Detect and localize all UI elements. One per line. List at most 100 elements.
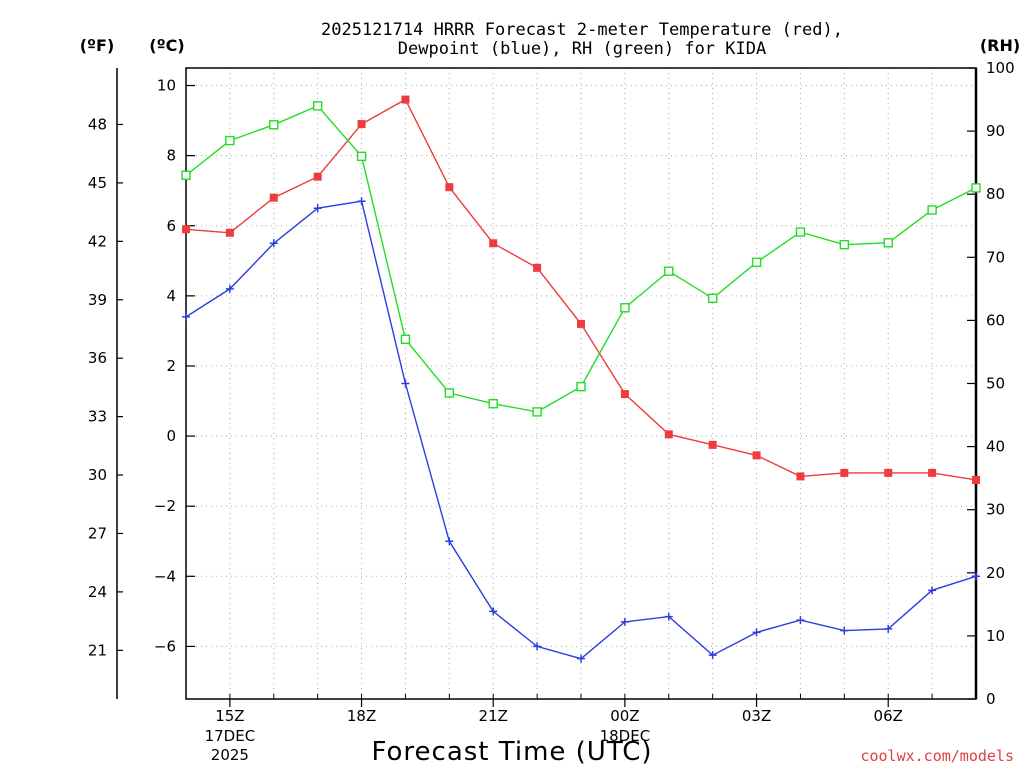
axes: 1086420−2−4−6484542393633302724211009080… (88, 59, 1015, 764)
rh-tick-label: 60 (986, 311, 1005, 329)
dewpoint-point (269, 239, 278, 248)
dewpoint-point (357, 197, 366, 206)
series-layer (181, 95, 981, 663)
dewpoint-point (796, 616, 805, 625)
x-tick-year-label: 2025 (211, 746, 249, 764)
celsius-tick-label: 2 (166, 357, 176, 375)
dewpoint-point (708, 651, 717, 660)
rh-point (839, 239, 850, 250)
dewpoint-point (401, 379, 410, 388)
grid-lines (185, 68, 977, 699)
dewpoint-point (533, 642, 542, 651)
dewpoint-point (445, 537, 454, 546)
credit-label: coolwx.com/models (860, 747, 1014, 765)
temperature-point (928, 468, 937, 477)
fahrenheit-tick-label: 42 (88, 232, 107, 250)
dewpoint-point (225, 284, 234, 293)
temperature-point (664, 430, 673, 439)
temperature-point (533, 263, 542, 272)
fahrenheit-tick-label: 21 (88, 641, 107, 659)
x-tick-label: 00Z (610, 707, 639, 725)
temperature-point (708, 440, 717, 449)
dewpoint-point (577, 654, 585, 663)
fahrenheit-tick-label: 27 (88, 524, 107, 542)
rh-tick-label: 20 (986, 564, 1005, 582)
fahrenheit-tick-label: 48 (88, 115, 107, 133)
rh-point (927, 205, 937, 215)
temperature-point (620, 390, 629, 399)
fahrenheit-unit-label: (ºF) (80, 36, 115, 55)
celsius-tick-label: 10 (157, 77, 176, 95)
rh-point (883, 238, 893, 248)
series-rh (181, 101, 981, 417)
rh-point (400, 334, 411, 345)
dewpoint-point (489, 607, 498, 616)
temperature-point (269, 193, 278, 202)
series-temperature (182, 95, 980, 484)
dewpoint-point (182, 312, 190, 321)
x-tick-label: 18Z (347, 707, 376, 725)
rh-point (269, 120, 279, 130)
rh-tick-label: 50 (986, 375, 1005, 393)
rh-point (356, 151, 367, 162)
temperature-point (752, 451, 761, 460)
temperature-point (884, 468, 893, 477)
dewpoint-point (884, 624, 893, 633)
x-tick-label: 21Z (479, 707, 508, 725)
rh-point (795, 227, 806, 237)
dewpoint-point (840, 626, 849, 635)
rh-point (664, 266, 674, 276)
temperature-point (225, 228, 234, 237)
rh-point (751, 257, 762, 268)
celsius-unit-label: (ºC) (149, 36, 184, 55)
rh-point (181, 170, 191, 180)
fahrenheit-tick-label: 45 (88, 174, 107, 192)
rh-tick-label: 70 (986, 248, 1005, 266)
series-line-dewpoint (185, 200, 977, 660)
chart-title-line-1: 2025121714 HRRR Forecast 2-meter Tempera… (321, 20, 843, 40)
rh-tick-label: 100 (986, 59, 1015, 77)
dewpoint-point (752, 628, 761, 637)
fahrenheit-tick-label: 24 (88, 583, 107, 601)
temperature-point (577, 319, 585, 328)
rh-point (225, 135, 235, 146)
rh-point (532, 407, 542, 417)
celsius-tick-label: −6 (154, 637, 176, 655)
fahrenheit-tick-label: 39 (88, 291, 107, 309)
celsius-tick-label: 6 (166, 217, 176, 235)
rh-point (971, 183, 981, 193)
x-tick-date-label: 18DEC (600, 727, 651, 745)
temperature-point (401, 95, 410, 104)
rh-point (576, 381, 586, 392)
x-tick-label: 03Z (742, 707, 771, 725)
temperature-point (313, 172, 322, 181)
x-tick-label: 15Z (215, 707, 244, 725)
celsius-tick-label: −2 (154, 497, 176, 515)
rh-tick-label: 90 (986, 122, 1005, 140)
temperature-point (489, 239, 498, 248)
x-axis-title: Forecast Time (UTC) (371, 737, 652, 767)
rh-point (444, 388, 455, 398)
rh-point (620, 303, 630, 313)
temperature-point (182, 225, 190, 234)
dewpoint-point (928, 586, 937, 595)
dewpoint-point (313, 204, 322, 213)
rh-point (312, 101, 323, 111)
temperature-point (445, 183, 454, 192)
x-tick-date-label: 17DEC (205, 727, 256, 745)
rh-tick-label: 0 (986, 690, 996, 708)
rh-tick-label: 30 (986, 501, 1005, 519)
celsius-tick-label: −4 (154, 567, 176, 585)
series-line-temperature (185, 98, 977, 481)
rh-tick-label: 10 (986, 627, 1005, 645)
celsius-tick-label: 8 (166, 147, 176, 165)
rh-unit-label: (RH) (980, 36, 1020, 55)
series-dewpoint (182, 197, 980, 663)
fahrenheit-tick-label: 30 (88, 466, 107, 484)
celsius-tick-label: 4 (166, 287, 176, 305)
rh-tick-label: 40 (986, 438, 1005, 456)
temperature-point (796, 472, 805, 481)
x-tick-label: 06Z (874, 707, 903, 725)
dewpoint-point (664, 612, 673, 621)
